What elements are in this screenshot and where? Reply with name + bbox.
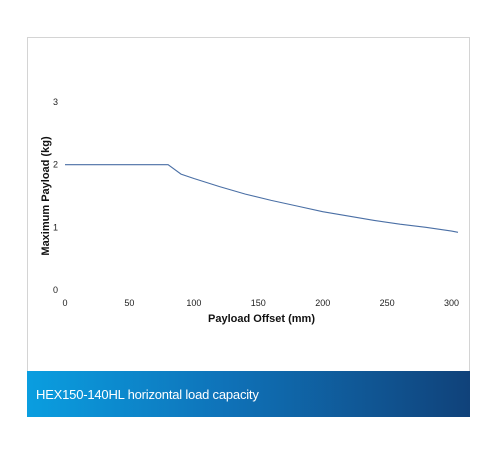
- y-tick-label: 1: [53, 222, 58, 232]
- x-tick-label: 200: [315, 298, 330, 308]
- x-tick-label: 100: [186, 298, 201, 308]
- x-axis-title: Payload Offset (mm): [208, 313, 315, 325]
- y-tick-label: 0: [53, 285, 58, 295]
- x-tick-label: 50: [124, 298, 134, 308]
- x-tick-label: 0: [62, 298, 67, 308]
- x-tick-label: 300: [444, 298, 459, 308]
- x-tick-label: 150: [251, 298, 266, 308]
- caption-bar: HEX150-140HL horizontal load capacity: [27, 371, 470, 417]
- y-axis-title: Maximum Payload (kg): [40, 136, 52, 256]
- chart-card: 0 1 2 3 0 50 100 150 200 250 300 Payload Offset (…: [27, 37, 470, 417]
- payload-chart: 0 1 2 3 0 50 100 150 200 250 300 Payload Offset (…: [40, 97, 459, 325]
- caption-text: HEX150-140HL horizontal load capacity: [36, 386, 259, 402]
- y-tick-label: 3: [53, 97, 58, 107]
- y-tick-label: 2: [53, 160, 58, 170]
- x-tick-label: 250: [380, 298, 395, 308]
- series-line: [65, 164, 459, 233]
